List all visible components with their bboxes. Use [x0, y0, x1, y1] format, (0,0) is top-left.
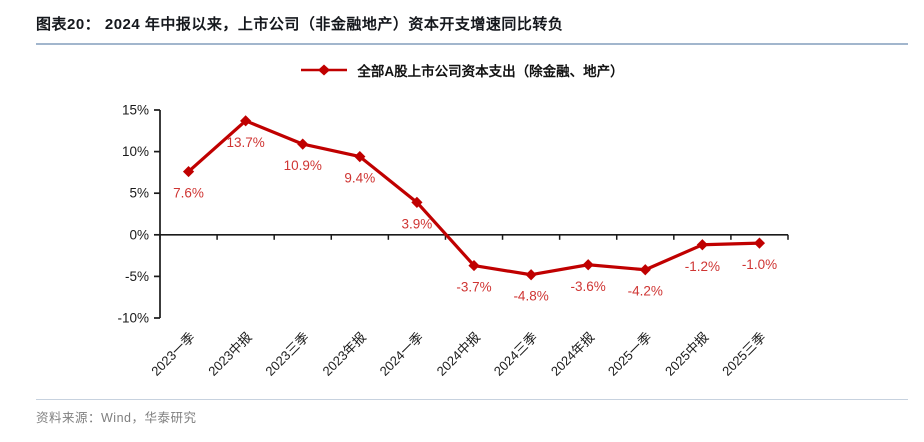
- y-tick-label: -10%: [117, 311, 149, 326]
- data-label: 3.9%: [402, 216, 433, 231]
- data-point-marker: [354, 150, 366, 163]
- legend-line-marker-icon: [301, 64, 348, 76]
- x-tick-label: 2024一季: [377, 329, 426, 378]
- data-label: -3.6%: [571, 279, 606, 294]
- data-point-marker: [182, 165, 195, 178]
- figure-title: 图表20： 2024 年中报以来，上市公司（非金融地产）资本开支增速同比转负: [36, 16, 564, 33]
- data-label: 9.4%: [344, 171, 375, 186]
- data-point-marker: [297, 138, 309, 150]
- source-text: 资料来源：Wind，华泰研究: [36, 411, 197, 425]
- figure-title-bar: 图表20： 2024 年中报以来，上市公司（非金融地产）资本开支增速同比转负: [36, 13, 908, 45]
- data-point-marker: [240, 115, 252, 127]
- x-tick-label: 2024中报: [434, 329, 483, 378]
- x-tick-label: 2023中报: [205, 329, 254, 378]
- data-label: -1.2%: [685, 259, 720, 274]
- x-tick-label: 2023一季: [148, 329, 197, 378]
- data-label: -4.2%: [628, 284, 663, 299]
- x-tick-label: 2025一季: [605, 329, 654, 378]
- x-tick-label: 2024年报: [548, 329, 597, 378]
- chart-legend: 全部A股上市公司资本支出（除金融、地产）: [0, 61, 924, 79]
- y-tick-label: 5%: [129, 186, 149, 201]
- data-point-marker: [696, 239, 708, 251]
- data-label: 10.9%: [284, 158, 322, 173]
- data-label: 7.6%: [173, 186, 204, 201]
- y-tick-label: 15%: [122, 103, 149, 118]
- data-point-marker: [582, 259, 594, 271]
- x-tick-label: 2023年报: [319, 329, 368, 378]
- y-tick-label: 10%: [122, 144, 149, 159]
- y-tick-label: 0%: [129, 227, 149, 242]
- x-tick-label: 2023三季: [262, 329, 311, 378]
- data-label: 13.7%: [226, 135, 264, 150]
- data-point-marker: [639, 264, 651, 276]
- data-point-marker: [753, 237, 766, 249]
- data-point-marker: [411, 196, 423, 208]
- x-tick-label: 2024三季: [491, 329, 540, 378]
- x-tick-label: 2025中报: [662, 329, 711, 378]
- data-label: -1.0%: [742, 257, 777, 272]
- data-point-marker: [468, 259, 480, 272]
- x-tick-label: 2025三季: [719, 329, 768, 378]
- source-footer: 资料来源：Wind，华泰研究: [36, 399, 908, 426]
- data-point-marker: [525, 269, 537, 281]
- series-line: [187, 119, 760, 277]
- y-tick-label: -5%: [125, 269, 149, 284]
- legend-series-label: 全部A股上市公司资本支出（除金融、地产）: [357, 64, 624, 79]
- data-label: -3.7%: [456, 280, 491, 295]
- data-label: -4.8%: [513, 289, 548, 304]
